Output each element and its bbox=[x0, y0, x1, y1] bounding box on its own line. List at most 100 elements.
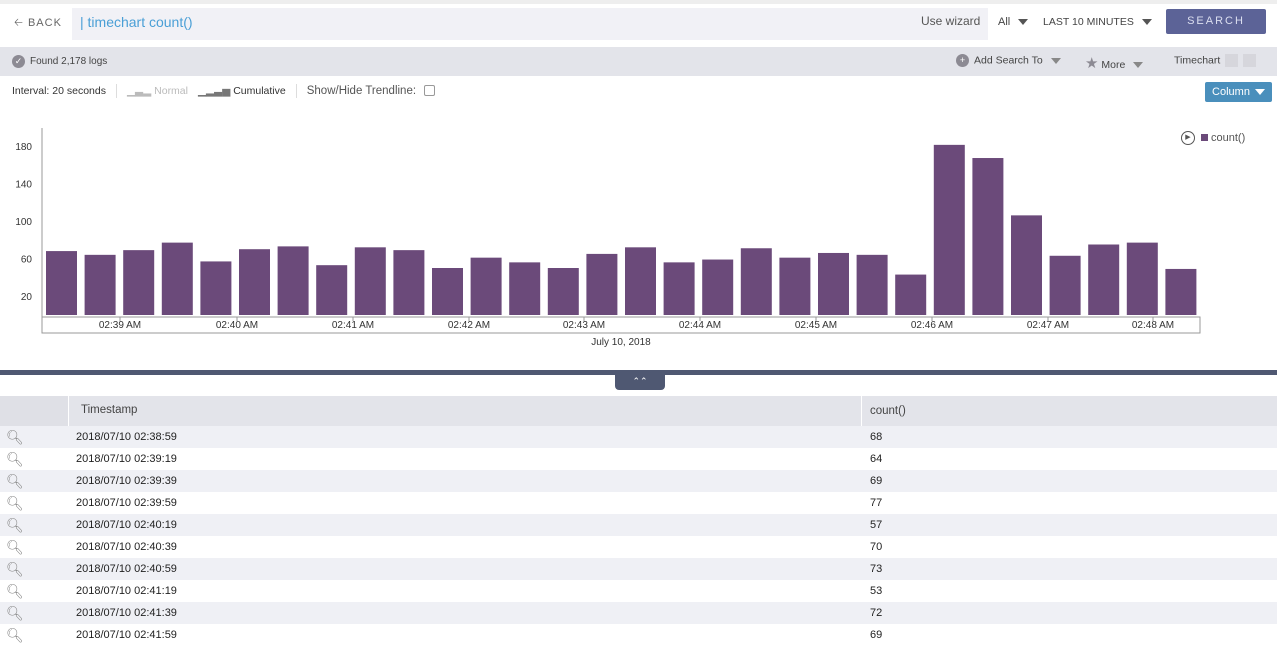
bar[interactable] bbox=[84, 254, 116, 315]
table-row[interactable]: 🔍︎ 2018/07/10 02:41:59 69 bbox=[0, 624, 1277, 646]
more-button[interactable]: ★ More bbox=[1085, 54, 1144, 72]
trendline-checkbox[interactable] bbox=[424, 85, 436, 97]
magnifier-icon[interactable]: 🔍︎ bbox=[6, 626, 24, 643]
scope-dropdown[interactable]: All bbox=[998, 16, 1029, 28]
table-row[interactable]: 🔍︎ 2018/07/10 02:39:19 64 bbox=[0, 448, 1277, 470]
magnifier-icon[interactable]: 🔍︎ bbox=[6, 560, 24, 577]
results-table: Timestamp count() 🔍︎ 2018/07/10 02:38:59 68… bbox=[0, 396, 1277, 646]
count-cell: 53 bbox=[870, 585, 883, 597]
bar[interactable] bbox=[856, 254, 888, 315]
grid-view-icon[interactable] bbox=[1243, 54, 1257, 67]
bar[interactable] bbox=[740, 248, 772, 315]
magnifier-icon[interactable]: 🔍︎ bbox=[6, 604, 24, 621]
bar[interactable] bbox=[470, 257, 502, 315]
normal-label: Normal bbox=[154, 85, 188, 97]
more-label: More bbox=[1101, 59, 1126, 71]
columns-view-icon[interactable] bbox=[1225, 54, 1239, 67]
cumulative-option[interactable]: ▁▂▃▅ Cumulative bbox=[198, 85, 286, 97]
pane-divider[interactable] bbox=[0, 370, 1277, 375]
bar[interactable] bbox=[1049, 255, 1081, 315]
bar[interactable] bbox=[46, 251, 77, 315]
magnifier-icon[interactable]: 🔍︎ bbox=[6, 494, 24, 511]
legend-swatch bbox=[1201, 134, 1208, 141]
normal-option[interactable]: ▁▃▂ Normal bbox=[127, 85, 188, 97]
use-wizard-link[interactable]: Use wizard bbox=[921, 14, 981, 28]
status-bar bbox=[0, 47, 1277, 76]
query-input[interactable]: | timechart count() bbox=[72, 8, 988, 40]
column-header-count[interactable]: count() bbox=[870, 405, 906, 417]
bar[interactable] bbox=[1126, 242, 1158, 315]
magnifier-icon[interactable]: 🔍︎ bbox=[6, 538, 24, 555]
count-cell: 77 bbox=[870, 497, 883, 509]
bar[interactable] bbox=[586, 253, 618, 315]
count-cell: 70 bbox=[870, 541, 883, 553]
chart-type-dropdown[interactable]: Column bbox=[1205, 82, 1272, 102]
x-tick-label: 02:45 AM bbox=[795, 320, 837, 331]
divider bbox=[295, 84, 297, 98]
timestamp-cell: 2018/07/10 02:40:39 bbox=[76, 541, 177, 553]
interval-label[interactable]: Interval: 20 seconds bbox=[12, 85, 106, 97]
bar[interactable] bbox=[779, 257, 811, 315]
table-row[interactable]: 🔍︎ 2018/07/10 02:38:59 68 bbox=[0, 426, 1277, 448]
bar[interactable] bbox=[316, 265, 348, 315]
y-tick-label: 20 bbox=[21, 292, 33, 303]
collapse-handle[interactable]: ⌃⌃ bbox=[615, 373, 665, 390]
magnifier-icon[interactable]: 🔍︎ bbox=[6, 450, 24, 467]
bar[interactable] bbox=[354, 247, 386, 315]
x-tick-label: 02:43 AM bbox=[563, 320, 605, 331]
arrow-left-icon: 🡠 bbox=[14, 17, 28, 29]
star-icon: ★ bbox=[1085, 55, 1099, 72]
bar[interactable] bbox=[239, 249, 270, 315]
play-icon[interactable]: ▶ bbox=[1181, 131, 1195, 145]
table-row[interactable]: 🔍︎ 2018/07/10 02:40:39 70 bbox=[0, 536, 1277, 558]
x-tick-label: 02:42 AM bbox=[448, 320, 490, 331]
bar[interactable] bbox=[393, 250, 425, 315]
time-range-value: LAST 10 MINUTES bbox=[1043, 16, 1134, 28]
table-row[interactable]: 🔍︎ 2018/07/10 02:40:59 73 bbox=[0, 558, 1277, 580]
magnifier-icon[interactable]: 🔍︎ bbox=[6, 582, 24, 599]
bar[interactable] bbox=[547, 268, 579, 315]
magnifier-icon[interactable]: 🔍︎ bbox=[6, 428, 24, 445]
search-button[interactable]: SEARCH bbox=[1166, 9, 1266, 34]
table-row[interactable]: 🔍︎ 2018/07/10 02:41:19 53 bbox=[0, 580, 1277, 602]
bar[interactable] bbox=[277, 246, 309, 315]
trendline-label: Show/Hide Trendline: bbox=[306, 85, 417, 97]
bar[interactable] bbox=[933, 144, 965, 315]
bar[interactable] bbox=[895, 274, 927, 315]
legend-item[interactable]: count() bbox=[1201, 132, 1245, 144]
ascending-bars-icon: ▁▂▃▅ bbox=[197, 85, 234, 97]
table-row[interactable]: 🔍︎ 2018/07/10 02:40:19 57 bbox=[0, 514, 1277, 536]
timechart-label: Timechart bbox=[1174, 54, 1221, 67]
bar[interactable] bbox=[123, 250, 155, 315]
table-row[interactable]: 🔍︎ 2018/07/10 02:41:39 72 bbox=[0, 602, 1277, 624]
count-cell: 57 bbox=[870, 519, 883, 531]
trendline-toggle[interactable]: Show/Hide Trendline: bbox=[306, 85, 436, 97]
bar[interactable] bbox=[1165, 268, 1197, 315]
bar[interactable] bbox=[702, 259, 734, 315]
bar[interactable] bbox=[625, 247, 656, 315]
column-header-timestamp[interactable]: Timestamp bbox=[68, 396, 862, 426]
bar[interactable] bbox=[1088, 244, 1120, 316]
table-row[interactable]: 🔍︎ 2018/07/10 02:39:39 69 bbox=[0, 470, 1277, 492]
chart-type-value: Column bbox=[1212, 86, 1250, 98]
bar[interactable] bbox=[663, 262, 695, 315]
bar[interactable] bbox=[432, 268, 463, 315]
bar[interactable] bbox=[161, 242, 193, 315]
x-tick-label: 02:41 AM bbox=[332, 320, 374, 331]
add-search-to-button[interactable]: + Add Search To bbox=[956, 54, 1061, 67]
back-button[interactable]: 🡠 BACK bbox=[14, 14, 62, 33]
bar[interactable] bbox=[200, 261, 232, 315]
table-header: Timestamp count() bbox=[0, 396, 1277, 426]
timestamp-cell: 2018/07/10 02:41:59 bbox=[76, 629, 177, 641]
bar[interactable] bbox=[1011, 215, 1042, 315]
add-search-to-label: Add Search To bbox=[974, 54, 1043, 67]
bar[interactable] bbox=[818, 252, 849, 315]
table-row[interactable]: 🔍︎ 2018/07/10 02:39:59 77 bbox=[0, 492, 1277, 514]
bar[interactable] bbox=[972, 158, 1004, 315]
back-label: BACK bbox=[27, 17, 62, 29]
time-range-dropdown[interactable]: LAST 10 MINUTES bbox=[1043, 16, 1152, 28]
bar[interactable] bbox=[509, 262, 541, 315]
magnifier-icon[interactable]: 🔍︎ bbox=[6, 472, 24, 489]
timestamp-cell: 2018/07/10 02:38:59 bbox=[76, 431, 177, 443]
magnifier-icon[interactable]: 🔍︎ bbox=[6, 516, 24, 533]
